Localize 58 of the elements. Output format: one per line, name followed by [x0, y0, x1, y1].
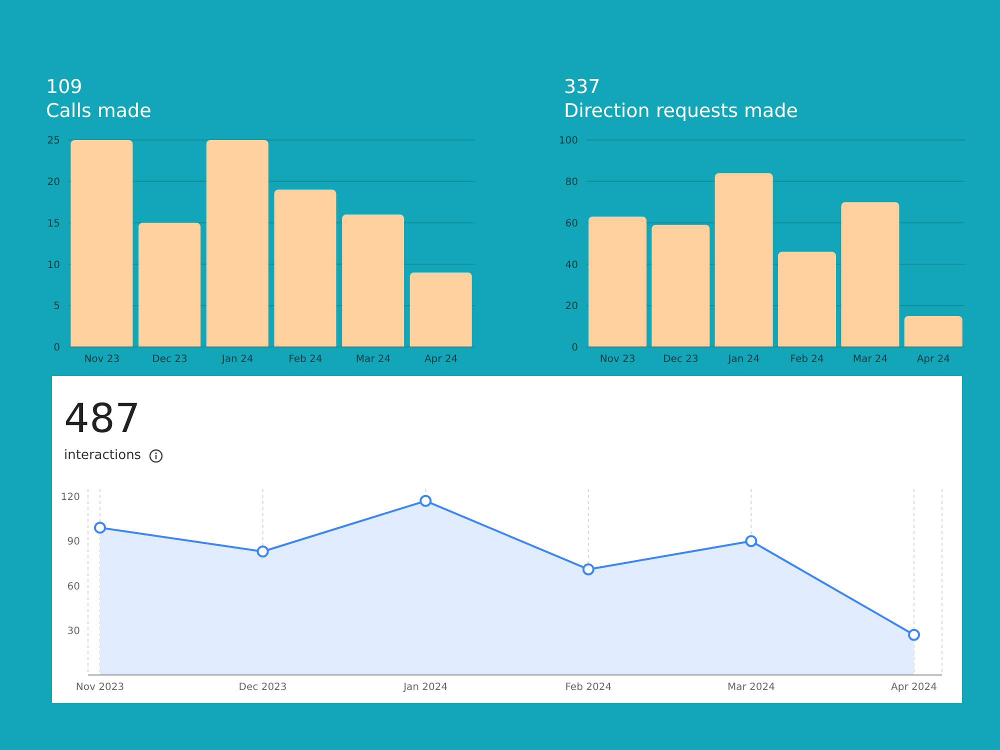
x-tick-label: Nov 2023 [76, 682, 124, 694]
chart-subtitle: Direction requests made [564, 99, 799, 123]
point [94, 522, 106, 534]
bar [410, 272, 472, 347]
x-tick-label: Dec 23 [152, 354, 188, 366]
y-tick-label: 30 [67, 626, 80, 637]
x-tick-label: Feb 24 [288, 354, 322, 366]
bar [588, 216, 647, 347]
bar [206, 140, 268, 347]
bar [841, 202, 900, 347]
x-tick-label: Dec 2023 [238, 682, 287, 694]
y-tick-label: 0 [572, 342, 578, 354]
point [582, 563, 594, 576]
bar [138, 222, 201, 347]
y-tick-label: 5 [54, 301, 60, 312]
y-tick-label: 40 [565, 260, 578, 271]
bar [70, 140, 133, 347]
bar [652, 224, 710, 347]
x-tick-label: Apr 2024 [891, 682, 937, 694]
x-tick-label: Nov 23 [84, 354, 120, 366]
point [908, 628, 920, 641]
y-tick-label: 10 [47, 260, 60, 271]
point [745, 535, 758, 548]
bar [342, 214, 404, 347]
chart-title: 109 [46, 75, 84, 99]
y-tick-label: 15 [47, 218, 60, 230]
bar [778, 252, 836, 347]
y-tick-label: 20 [47, 176, 60, 188]
bar [714, 173, 773, 347]
y-tick-label: 20 [565, 301, 578, 312]
y-tick-label: 25 [47, 136, 60, 147]
y-tick-label: 120 [60, 492, 80, 503]
point [256, 545, 269, 558]
y-tick-label: 90 [67, 536, 80, 548]
x-tick-label: Jan 2024 [402, 682, 448, 694]
y-tick-label: 60 [67, 581, 80, 592]
x-tick-label: Apr 24 [916, 354, 950, 366]
x-tick-label: Nov 23 [600, 354, 636, 366]
x-tick-label: Jan 24 [220, 354, 254, 366]
chart-title: 487 [64, 396, 142, 442]
chart-subtitle: Calls made [46, 99, 152, 123]
x-tick-label: Apr 24 [424, 354, 458, 366]
x-tick-label: Feb 24 [790, 354, 824, 366]
x-tick-label: Mar 24 [356, 354, 391, 366]
x-tick-label: Dec 23 [663, 354, 698, 366]
y-tick-label: 0 [54, 342, 60, 354]
chart-title: 337 [564, 75, 602, 99]
chart-subtitle: interactions [64, 448, 142, 463]
point [420, 494, 432, 507]
x-tick-label: Mar 2024 [727, 682, 775, 694]
x-tick-label: Jan 24 [727, 354, 760, 366]
y-tick-label: 60 [565, 218, 578, 230]
y-tick-label: 100 [558, 136, 578, 147]
x-tick-label: Mar 24 [852, 354, 888, 366]
bar [274, 190, 336, 347]
bar [904, 316, 962, 347]
x-tick-label: Feb 2024 [565, 682, 612, 694]
y-tick-label: 80 [565, 176, 578, 188]
